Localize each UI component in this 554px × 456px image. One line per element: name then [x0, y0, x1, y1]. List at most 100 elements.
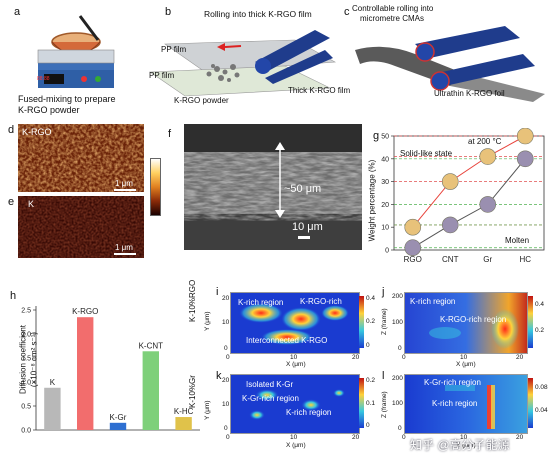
colorbar-k-t3: 0 — [366, 422, 370, 429]
heatmap-i-ylabel: Y (μm) — [204, 311, 211, 331]
hotplate-display: 88:88 — [37, 76, 50, 82]
foil-rolling-illustration — [355, 26, 545, 102]
h-bar-label: K-HC — [174, 407, 194, 416]
panel-d-letter: d — [8, 124, 15, 136]
heatmap-j-yt0: 0 — [398, 345, 402, 352]
heatmap-j-xlabel: X (μm) — [456, 361, 476, 368]
g-ytick-label: 30 — [381, 179, 389, 186]
colorbar-l-t2: 0.04 — [535, 407, 548, 414]
chart-h: 0.0 0.5 1.0 1.5 2.0 2.5 K K-RGO K-Gr K-CNT K-HC — [21, 306, 200, 435]
g-point — [479, 148, 497, 165]
chart-h-ylabel-2: (×10⁻⁸ cm² s⁻¹) — [29, 331, 39, 388]
heatmap-j-xt1: 10 — [460, 354, 468, 361]
sem-scale-label: 10 μm — [292, 221, 323, 233]
g-point — [404, 218, 422, 236]
heatmap-k-xlabel: X (μm) — [286, 442, 306, 449]
h-bar-k-gr — [109, 422, 127, 430]
heatmap-j-xt0: 0 — [402, 354, 406, 361]
panel-c-letter: c — [344, 6, 350, 18]
chart-g: 0 10 20 30 40 50 RGO CNT Gr HC — [381, 128, 545, 264]
heatmap-i-yt0: 0 — [224, 345, 228, 352]
h-ytick-label: 1.5 — [21, 356, 31, 363]
pp-film-top-label: PP film — [161, 45, 187, 54]
h-bar-label: K-CNT — [139, 341, 164, 350]
scalebar-e — [114, 253, 136, 255]
h-ytick-label: 1.0 — [21, 380, 31, 387]
g-point — [516, 150, 534, 168]
g-point — [441, 216, 459, 234]
panel-k-letter: k — [216, 370, 222, 382]
colorbar-j-t2: 0.2 — [535, 327, 545, 334]
heatmap-l-xt1: 10 — [460, 434, 468, 441]
heatmap-i — [230, 292, 360, 354]
colorbar-k-t2: 0.1 — [366, 400, 376, 407]
g-ytick-label: 50 — [381, 134, 389, 141]
h-ytick-label: 2.5 — [21, 308, 31, 315]
sem-scalebar — [298, 236, 310, 239]
heatmap-i-label-3: Interconnected K-RGO — [246, 336, 328, 345]
pp-film-bottom-label: PP film — [149, 71, 175, 80]
heatmap-l-xt2: 20 — [516, 434, 524, 441]
afm-image-d — [18, 124, 144, 192]
chart-g-ylabel: Weight percentage (%) — [367, 159, 377, 242]
g-xtick-label: HC — [519, 255, 531, 264]
h-ytick-label: 0.0 — [21, 428, 31, 435]
scalebar-d-label: 1 μm — [115, 179, 133, 188]
heatmap-j — [404, 292, 528, 354]
g-series-line-0 — [412, 135, 526, 228]
panel-a-caption-1: Fused-mixing to prepare — [18, 94, 116, 104]
panel-l-letter: l — [382, 370, 385, 382]
chart-h-ylabel-1: Diffusion coefficient — [18, 324, 28, 395]
heatmap-l-yt1: 100 — [392, 400, 403, 407]
panel-c-title-2: micrometre CMAs — [360, 14, 425, 23]
heatmap-k-xt0: 0 — [226, 434, 230, 441]
heatmap-k-yt2: 20 — [222, 377, 230, 384]
panel-a-letter: a — [14, 6, 21, 18]
panel-f-letter: f — [168, 128, 172, 140]
h-bar-label: K-RGO — [72, 307, 98, 316]
heatmap-k-yt1: 10 — [222, 401, 230, 408]
heatmap-j-label-2: K-RGO-rich region — [440, 315, 507, 324]
chart-g-state-top: Solid-like state — [400, 149, 453, 158]
thickness-label: ~50 μm — [284, 183, 322, 195]
g-point — [441, 173, 459, 190]
g-point — [516, 128, 534, 145]
afm-colorbar — [150, 158, 161, 216]
thickness-arrow — [275, 142, 285, 218]
panel-b-letter: b — [165, 6, 172, 18]
thick-film-label: Thick K-RGO film — [288, 86, 351, 95]
heatmap-i-yt2: 20 — [222, 295, 230, 302]
panel-e-letter: e — [8, 196, 15, 208]
heatmap-k-ylabel: Y (μm) — [204, 400, 211, 420]
h-bar-k-hc — [175, 417, 192, 430]
heatmap-i-xt0: 0 — [226, 354, 230, 361]
heatmap-i-xt2: 20 — [352, 354, 360, 361]
heatmap-k-label-1: Isolated K-Gr — [246, 380, 294, 389]
heatmap-l-label-2: K-rich region — [432, 399, 478, 408]
panel-d-label: K-RGO — [22, 127, 52, 137]
g-xtick-label: Gr — [483, 255, 492, 264]
h-bar-k-rgo — [77, 317, 94, 430]
g-xtick-label: CNT — [442, 255, 459, 264]
heatmap-l-ylabel: Z (frame) — [381, 391, 388, 418]
heatmap-i-label-1: K-rich region — [238, 298, 284, 307]
panel-e-label: K — [28, 199, 35, 209]
powder-label: K-RGO powder — [174, 96, 229, 105]
foil-label: Ultrathin K-RGO foil — [434, 89, 505, 98]
heatmap-j-label-1: K-rich region — [410, 297, 456, 306]
heatmap-k-xt1: 10 — [290, 434, 298, 441]
panel-g-letter: g — [373, 130, 380, 142]
panel-c-title-1: Controllable rolling into — [352, 4, 434, 13]
heatmap-i-yt1: 10 — [222, 319, 230, 326]
colorbar-i — [359, 296, 364, 348]
heatmap-l-yt2: 200 — [392, 375, 403, 382]
chart-g-state-bottom: Molten — [505, 236, 530, 245]
heatmap-j-ylabel: Z (frame) — [381, 308, 388, 335]
g-xtick-label: RGO — [404, 255, 422, 264]
chart-g-temperature: at 200 °C — [468, 137, 502, 146]
heatmap-l — [404, 374, 528, 434]
g-point — [479, 196, 497, 213]
heatmap-i-xt1: 10 — [290, 354, 298, 361]
h-ytick-label: 2.0 — [21, 332, 31, 339]
h-bar-k — [44, 387, 61, 430]
